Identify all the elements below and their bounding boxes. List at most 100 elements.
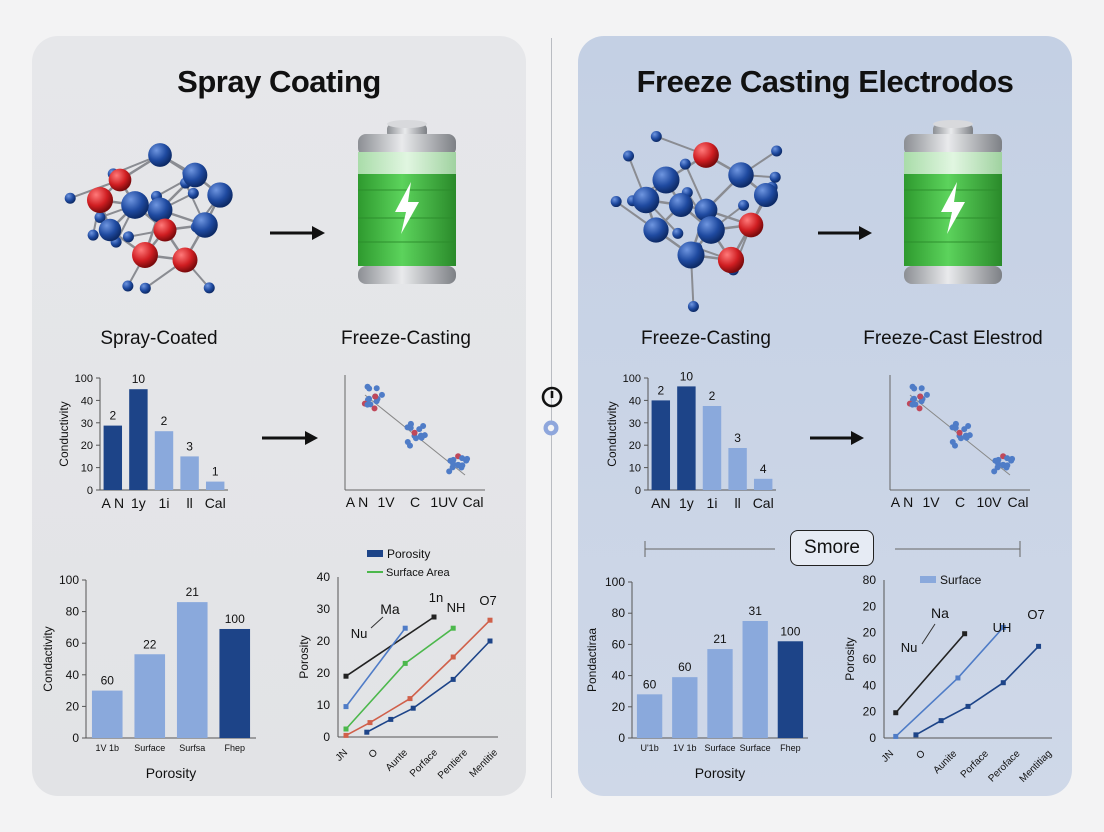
point: [1008, 457, 1015, 464]
tick-label: 1y: [131, 495, 146, 511]
point: [402, 625, 408, 631]
tick-label: JN: [880, 748, 896, 764]
y-axis-label: Condactivity: [41, 626, 55, 691]
bar: [176, 602, 208, 738]
arrow-right-icon: [270, 226, 325, 240]
point: [913, 732, 919, 738]
point: [918, 398, 925, 405]
tick-label: Surface: [134, 743, 165, 753]
data-label: 3: [186, 439, 193, 453]
point: [378, 391, 385, 398]
panel-divider: [551, 38, 552, 798]
y-axis-label: Conductivity: [57, 401, 71, 466]
bar: [677, 386, 696, 490]
point: [963, 434, 970, 441]
tick-label: 40: [66, 668, 80, 682]
point: [343, 673, 349, 679]
point: [407, 696, 413, 702]
bar: [91, 690, 123, 738]
tick-label: 1V: [922, 494, 940, 510]
point: [999, 461, 1006, 468]
power-icon[interactable]: [541, 386, 563, 408]
tick-label: 20: [863, 626, 877, 640]
data-label: 2: [657, 383, 664, 397]
point: [402, 660, 408, 666]
tick-label: 1V: [377, 494, 395, 510]
tick-label: 10: [317, 698, 331, 712]
arrow-right-icon: [262, 431, 318, 445]
tick-label: 80: [612, 606, 626, 620]
annotation: O7: [479, 593, 496, 608]
y-axis-label: Pondactiraa: [585, 628, 599, 692]
point: [418, 434, 425, 441]
point: [454, 461, 461, 468]
data-label: 100: [225, 612, 245, 626]
tick-label: Surface: [704, 743, 735, 753]
series-line: [345, 627, 406, 708]
label-freeze-casting: Freeze-Casting: [341, 328, 471, 349]
tick-label: 40: [81, 395, 93, 407]
annotation: Ma: [380, 601, 400, 617]
point: [459, 462, 466, 469]
tick-label: 1i: [159, 495, 170, 511]
bar: [154, 431, 174, 490]
point: [450, 676, 456, 682]
point: [463, 457, 470, 464]
legend: Surface: [920, 573, 982, 587]
tick-label: 30: [629, 418, 641, 430]
data-label: 2: [709, 389, 716, 403]
annotation: Na: [931, 605, 949, 621]
tick-label: Fhep: [224, 743, 245, 753]
data-label: 60: [643, 677, 657, 691]
tick-label: 40: [629, 395, 641, 407]
tick-label: 20: [863, 599, 877, 613]
tick-label: 0: [869, 731, 876, 745]
bar: [129, 389, 148, 490]
label-spray-coated: Spray-Coated: [100, 328, 217, 349]
data-label: 2: [161, 414, 168, 428]
tick-label: O: [367, 747, 380, 760]
annotation: Nu: [901, 640, 918, 655]
tick-label: 30: [317, 602, 331, 616]
tick-label: 0: [72, 731, 79, 745]
point: [431, 614, 437, 620]
ring-icon[interactable]: [541, 418, 561, 438]
tick-label: 80: [66, 605, 80, 619]
tick-label: Aunte: [384, 747, 411, 774]
bar: [753, 478, 773, 490]
legend: Porosity Surface Area: [367, 547, 450, 579]
tick-label: Cal: [205, 495, 226, 511]
y-axis-label: Porosity: [843, 637, 857, 680]
tick-label: Pentiere: [436, 747, 470, 781]
bar: [777, 641, 804, 738]
tick-label: A N: [891, 494, 914, 510]
point: [893, 710, 899, 716]
tick-label: 20: [863, 705, 877, 719]
point: [911, 385, 918, 392]
legend-swatch: [367, 550, 383, 557]
data-label: 21: [713, 632, 727, 646]
point: [343, 732, 349, 738]
label-freeze-casting: Freeze-Casting: [641, 328, 771, 349]
tick-label: 20: [612, 700, 626, 714]
tick-label: 10V: [977, 494, 1003, 510]
smore-button[interactable]: Smore: [790, 530, 874, 566]
tick-label: Fhep: [780, 743, 801, 753]
bar: [728, 448, 747, 490]
annotation: O7: [1027, 607, 1044, 622]
bar-chart: 1004030201002AN101y21i3ll4CalConductivit…: [605, 369, 776, 511]
cluster-chart: A N 1V C 10V Cal: [889, 375, 1030, 510]
bar: [205, 481, 225, 490]
point: [410, 705, 416, 711]
data-label: 4: [760, 462, 767, 476]
battery-icon: [358, 120, 456, 284]
panel-title: Freeze Casting Electrodos: [636, 64, 1014, 99]
tick-label: 1y: [679, 495, 694, 511]
tick-label: 20: [66, 699, 80, 713]
point: [367, 720, 373, 726]
tick-label: Aunite: [931, 748, 959, 776]
